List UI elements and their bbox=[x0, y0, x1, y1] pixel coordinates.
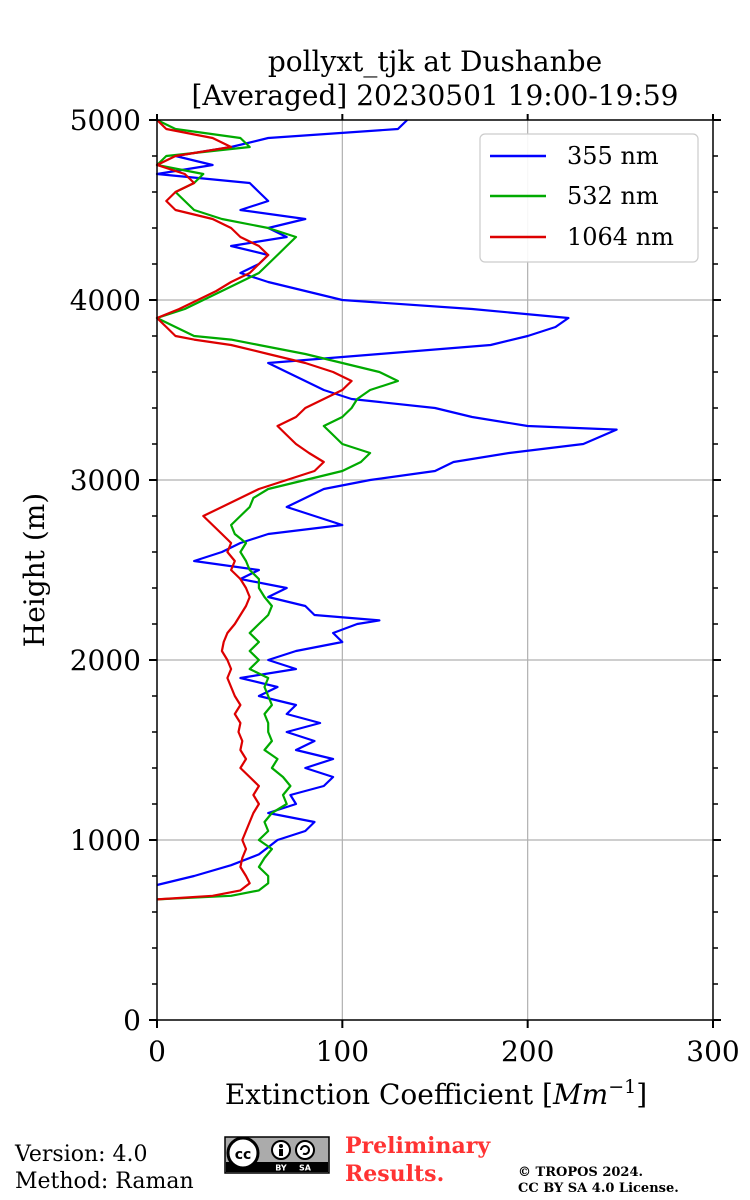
preliminary-text-line1: Preliminary bbox=[345, 1133, 491, 1159]
by-icon-body bbox=[279, 1149, 283, 1156]
cc-license-badge: cc BY SA bbox=[224, 1136, 330, 1174]
legend-label-532: 532 nm bbox=[567, 182, 659, 210]
y-tick-label: 0 bbox=[123, 1004, 141, 1037]
y-axis-label: Height (m) bbox=[18, 493, 51, 647]
cc-by-label: BY bbox=[275, 1164, 287, 1173]
legend-label-1064: 1064 nm bbox=[567, 223, 674, 251]
cc-icon bbox=[226, 1136, 260, 1170]
by-icon-head bbox=[279, 1144, 283, 1148]
series-line-532-nm bbox=[155, 119, 399, 901]
y-tick-label: 2000 bbox=[70, 644, 141, 677]
y-tick-label: 1000 bbox=[70, 824, 141, 857]
sa-icon-arrow bbox=[300, 1145, 310, 1156]
copyright-line2: CC BY SA 4.0 License. bbox=[518, 1181, 679, 1196]
x-tick-label: 300 bbox=[686, 1035, 739, 1068]
copyright-line1: © TROPOS 2024. bbox=[518, 1165, 643, 1180]
cc-icon-glyph: cc bbox=[235, 1147, 252, 1163]
chart-title-line2: [Averaged] 20230501 19:00-19:59 bbox=[192, 79, 679, 112]
legend-box bbox=[479, 133, 699, 263]
method-text: Method: Raman bbox=[15, 1169, 194, 1194]
cc-sa-label: SA bbox=[299, 1164, 312, 1173]
cc-badge-strip bbox=[226, 1162, 328, 1172]
y-tick-label: 4000 bbox=[70, 284, 141, 317]
y-tick-label: 3000 bbox=[70, 464, 141, 497]
series-line-1064-nm bbox=[155, 119, 353, 901]
series-layer bbox=[155, 119, 618, 901]
series-line-355-nm bbox=[155, 119, 618, 887]
grid-layer bbox=[157, 120, 713, 1020]
x-tick-label: 100 bbox=[316, 1035, 369, 1068]
x-axis-label: Extinction Coefficient [Mm−1] bbox=[225, 1076, 647, 1111]
chart-title-line1: pollyxt_tjk at Dushanbe bbox=[268, 45, 602, 78]
sa-icon bbox=[295, 1140, 315, 1160]
x-tick-label: 200 bbox=[501, 1035, 554, 1068]
plot-frame bbox=[156, 119, 714, 1021]
x-tick-label: 0 bbox=[148, 1035, 166, 1068]
y-tick-label: 5000 bbox=[70, 104, 141, 137]
version-text: Version: 4.0 bbox=[14, 1142, 148, 1167]
legend-label-355: 355 nm bbox=[567, 142, 659, 170]
preliminary-text-line2: Results. bbox=[345, 1161, 444, 1187]
legend: 355 nm 532 nm 1064 nm bbox=[479, 133, 699, 263]
